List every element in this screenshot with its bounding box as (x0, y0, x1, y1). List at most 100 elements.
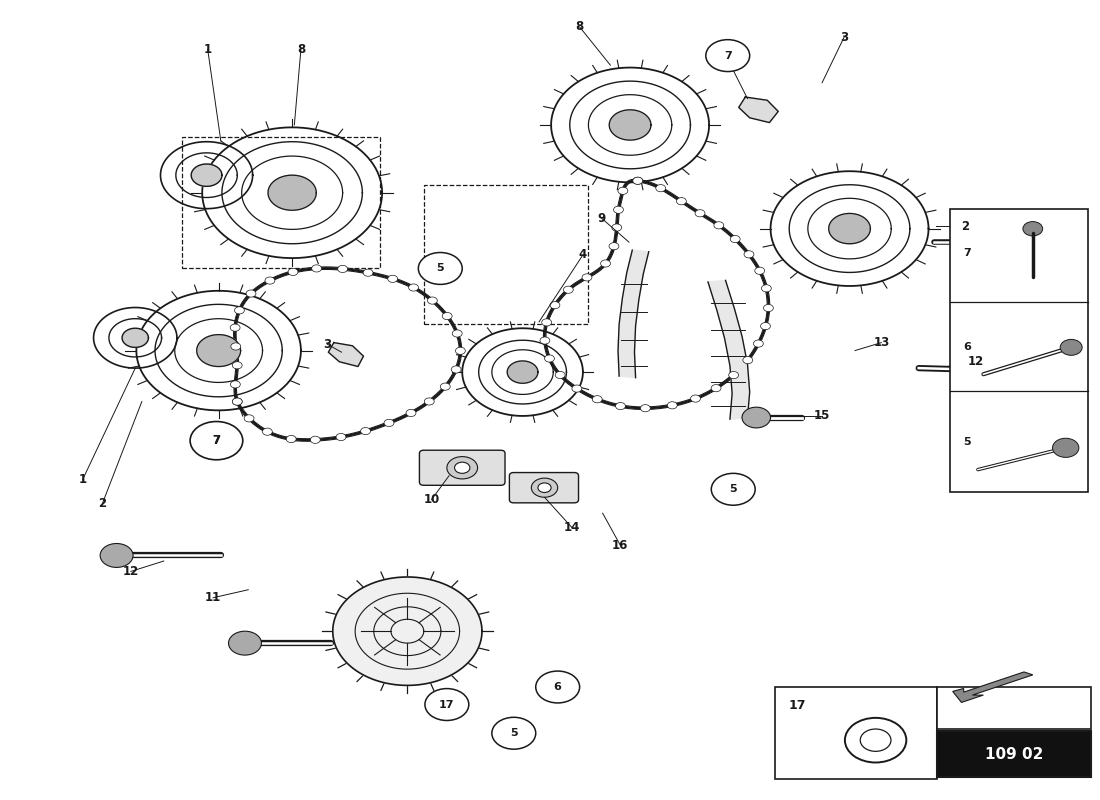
Circle shape (712, 385, 720, 392)
Circle shape (288, 268, 298, 275)
Circle shape (265, 277, 275, 284)
Text: 9: 9 (597, 212, 606, 225)
Polygon shape (329, 342, 363, 366)
Circle shape (452, 330, 462, 337)
Circle shape (442, 313, 452, 320)
Text: 16: 16 (612, 538, 628, 551)
Circle shape (454, 462, 470, 474)
Text: 3: 3 (840, 30, 848, 44)
Circle shape (425, 398, 435, 405)
FancyBboxPatch shape (950, 209, 1088, 492)
Circle shape (632, 177, 642, 184)
Circle shape (230, 324, 240, 331)
Polygon shape (122, 328, 149, 347)
Text: 7: 7 (964, 247, 971, 258)
Circle shape (544, 355, 554, 362)
Circle shape (616, 402, 626, 410)
Polygon shape (268, 175, 317, 210)
Circle shape (406, 410, 416, 417)
Circle shape (310, 436, 320, 443)
Text: 14: 14 (564, 521, 580, 534)
Circle shape (451, 366, 461, 373)
Circle shape (425, 689, 469, 721)
Circle shape (234, 306, 244, 314)
Polygon shape (953, 672, 1033, 702)
Circle shape (744, 250, 754, 258)
Circle shape (361, 427, 371, 434)
Circle shape (492, 718, 536, 749)
Circle shape (388, 275, 397, 282)
Circle shape (286, 435, 296, 442)
Circle shape (975, 238, 988, 247)
Circle shape (960, 358, 991, 380)
Circle shape (230, 381, 240, 388)
Circle shape (640, 405, 650, 412)
Circle shape (592, 396, 602, 403)
Circle shape (712, 474, 756, 506)
Circle shape (440, 383, 450, 390)
Circle shape (232, 362, 242, 369)
Polygon shape (197, 334, 241, 366)
Circle shape (540, 337, 550, 344)
Text: 2: 2 (960, 220, 969, 233)
Circle shape (229, 631, 262, 655)
Text: 8: 8 (575, 21, 584, 34)
Circle shape (668, 402, 678, 409)
Circle shape (455, 347, 465, 354)
Text: 2: 2 (98, 497, 107, 510)
Circle shape (618, 187, 628, 194)
FancyBboxPatch shape (509, 473, 579, 503)
Circle shape (728, 371, 738, 378)
Circle shape (730, 235, 740, 242)
Text: 15: 15 (814, 410, 830, 422)
Circle shape (363, 269, 373, 276)
Text: 17: 17 (788, 699, 805, 712)
Text: 109 02: 109 02 (984, 747, 1043, 762)
Circle shape (428, 297, 438, 304)
Circle shape (244, 414, 254, 422)
Circle shape (609, 242, 619, 250)
Circle shape (706, 40, 750, 71)
Text: 17: 17 (439, 699, 454, 710)
Polygon shape (191, 164, 222, 186)
Circle shape (246, 290, 256, 297)
Polygon shape (708, 281, 750, 419)
Circle shape (1060, 339, 1082, 355)
Circle shape (691, 395, 701, 402)
Text: 4: 4 (579, 249, 587, 262)
Circle shape (538, 483, 551, 493)
Circle shape (614, 206, 624, 214)
Circle shape (550, 302, 560, 309)
Polygon shape (828, 214, 870, 244)
FancyBboxPatch shape (774, 687, 937, 778)
Circle shape (760, 322, 770, 330)
FancyBboxPatch shape (419, 450, 505, 486)
Text: 7: 7 (212, 434, 220, 447)
Circle shape (632, 177, 642, 184)
Circle shape (536, 671, 580, 703)
Circle shape (337, 434, 345, 441)
Circle shape (190, 422, 243, 460)
Circle shape (612, 224, 621, 231)
Text: 7: 7 (724, 50, 732, 61)
Circle shape (195, 424, 239, 456)
Circle shape (656, 185, 666, 192)
Circle shape (447, 457, 477, 479)
Circle shape (582, 274, 592, 281)
Circle shape (714, 222, 724, 229)
Text: 6: 6 (553, 682, 562, 692)
Circle shape (563, 286, 573, 294)
Text: 11: 11 (205, 591, 221, 604)
Circle shape (100, 543, 133, 567)
Polygon shape (333, 577, 482, 686)
Circle shape (1023, 222, 1043, 236)
FancyBboxPatch shape (937, 687, 1091, 730)
Text: 13: 13 (873, 336, 890, 349)
Polygon shape (609, 110, 651, 140)
Text: 8: 8 (297, 42, 305, 56)
Text: 5: 5 (964, 437, 971, 447)
Text: 1: 1 (78, 474, 87, 486)
FancyBboxPatch shape (937, 731, 1091, 777)
Text: 5: 5 (729, 484, 737, 494)
Circle shape (232, 398, 242, 405)
